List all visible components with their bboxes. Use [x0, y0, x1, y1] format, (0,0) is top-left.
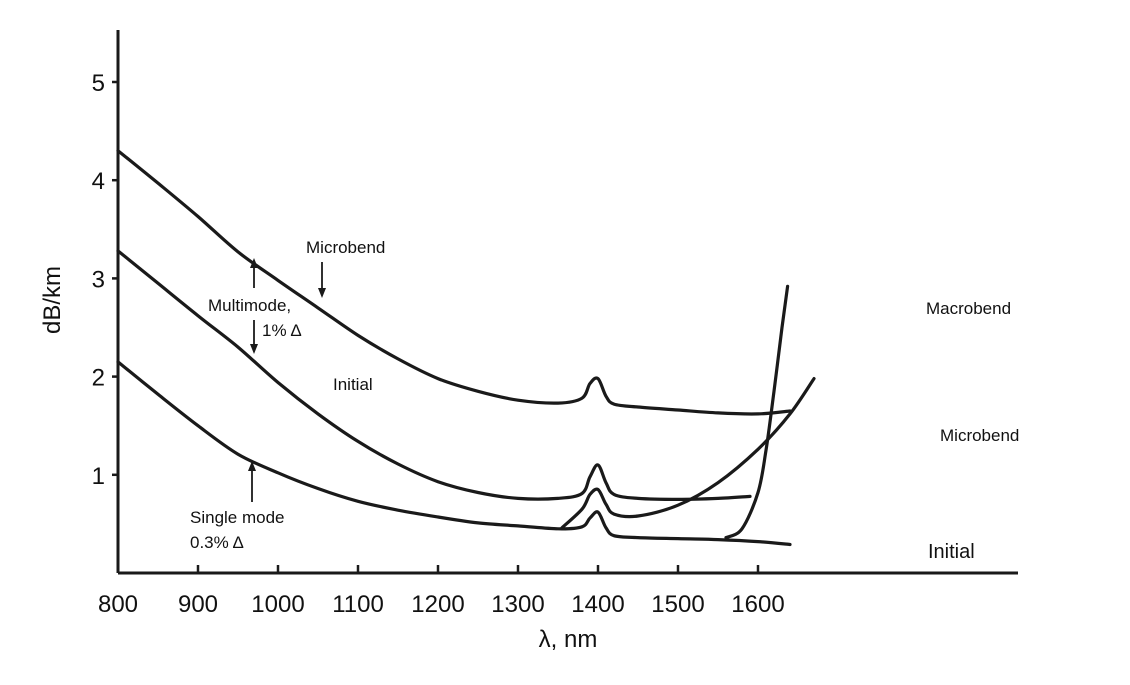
curve-multimode-initial [116, 249, 752, 501]
x-tick-label: 1100 [332, 591, 384, 618]
annotation-multimode: Multimode, [208, 296, 291, 315]
arrow-multimode-up [250, 258, 258, 288]
curve-single-mode-microbend [560, 377, 816, 530]
x-tick-label: 1500 [651, 591, 704, 618]
annotation-single-mode-delta: 0.3% Δ [190, 533, 244, 552]
curves [116, 149, 816, 547]
x-tick-label: 900 [178, 591, 218, 618]
y-tick-label: 4 [92, 168, 105, 195]
axes [116, 30, 1018, 575]
x-tick-label: 1300 [491, 591, 544, 618]
arrows [248, 258, 326, 502]
y-axis-label: dB/km [39, 266, 66, 334]
curve-single-mode-macrobend [724, 284, 790, 540]
annotation-initial-single-mode: Initial [928, 541, 975, 563]
annotation-single-mode: Single mode [190, 508, 285, 527]
ticks [112, 80, 760, 573]
tick-labels: 800 900 1000 1100 1200 1300 1400 1500 1600 1 2 3 4 5 [92, 70, 785, 618]
annotation-microbend-multimode: Microbend [306, 238, 385, 257]
x-tick-label: 1200 [411, 591, 464, 618]
annotations: Microbend Multimode, 1% Δ Initial Single… [190, 238, 1019, 563]
x-tick-label: 1600 [731, 591, 784, 618]
x-tick-label: 1000 [251, 591, 304, 618]
annotation-microbend-single-mode: Microbend [940, 426, 1019, 445]
annotation-macrobend: Macrobend [926, 299, 1011, 318]
y-tick-label: 5 [92, 70, 105, 97]
curve-multimode-microbend [116, 149, 792, 416]
annotation-initial-multimode: Initial [333, 375, 373, 394]
y-tick-label: 2 [92, 365, 105, 392]
curve-single-mode-initial [116, 360, 792, 547]
arrow-multimode-down [250, 320, 258, 354]
arrow-multimode-microbend [318, 262, 326, 298]
y-tick-label: 1 [92, 463, 105, 490]
x-tick-label: 800 [98, 591, 138, 618]
y-tick-label: 3 [92, 266, 105, 293]
x-tick-label: 1400 [571, 591, 624, 618]
arrow-single-mode [248, 461, 256, 502]
x-axis-label: λ, nm [539, 626, 598, 653]
annotation-multimode-delta: 1% Δ [262, 321, 302, 340]
